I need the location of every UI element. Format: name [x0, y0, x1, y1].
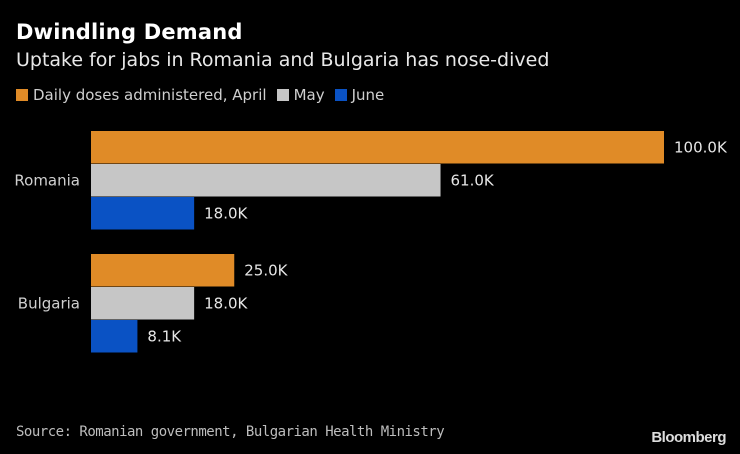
data-label-bulgaria-may: 18.0K	[204, 295, 248, 313]
bar-bulgaria-may	[91, 287, 195, 320]
legend-item-may: May	[276, 86, 325, 104]
data-label-romania-may: 61.0K	[451, 172, 495, 190]
legend-swatch-may	[276, 89, 289, 101]
data-label-romania-june: 18.0K	[204, 205, 248, 223]
bloomberg-logo: Bloomberg	[651, 429, 726, 446]
legend-label-may: May	[293, 86, 325, 104]
legend-swatch-april	[16, 89, 28, 101]
legend-item-april: Daily doses administered, April	[16, 86, 267, 104]
chart-title: Dwindling Demand	[16, 20, 243, 44]
bar-bulgaria-april	[91, 254, 235, 287]
legend-item-june: June	[334, 86, 385, 104]
data-label-romania-april: 100.0K	[674, 139, 728, 157]
legend-label-april: Daily doses administered, April	[33, 86, 267, 104]
bar-bulgaria-june	[91, 320, 138, 353]
chart-subtitle: Uptake for jabs in Romania and Bulgaria …	[16, 49, 550, 71]
legend: Daily doses administered, April May June	[16, 86, 394, 104]
legend-swatch-june	[334, 89, 347, 101]
bar-romania-april	[91, 131, 664, 164]
legend-label-june: June	[351, 86, 385, 104]
data-label-bulgaria-june: 8.1K	[147, 328, 182, 346]
bar-romania-june	[91, 197, 195, 230]
source-note: Source: Romanian government, Bulgarian H…	[16, 424, 445, 440]
category-label-bulgaria: Bulgaria	[18, 295, 80, 313]
category-label-romania: Romania	[14, 172, 80, 190]
bar-romania-may	[91, 164, 441, 197]
data-label-bulgaria-april: 25.0K	[244, 262, 288, 280]
